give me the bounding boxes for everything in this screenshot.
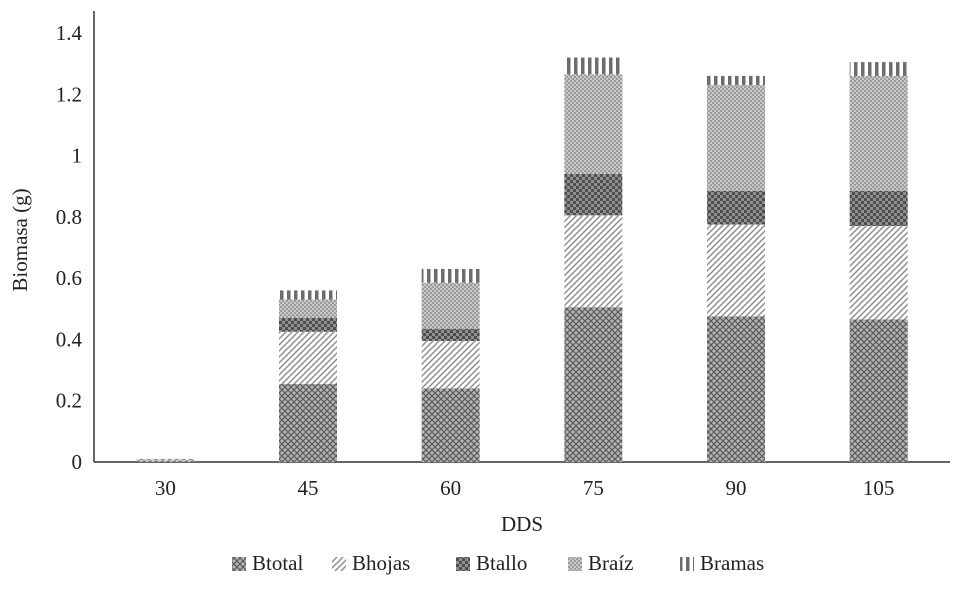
bar-stack xyxy=(136,459,194,462)
legend: Btotal Bhojas Btallo Braíz Bramas xyxy=(232,551,764,575)
x-axis-title: DDS xyxy=(501,512,543,536)
legend-swatch xyxy=(232,557,246,571)
bar-segment-btallo xyxy=(850,191,908,226)
bar-segment-btotal xyxy=(707,316,765,462)
legend-swatch xyxy=(568,557,582,571)
bar-segment-bramas xyxy=(136,459,194,460)
bar-segment-btotal xyxy=(279,384,337,462)
legend-item: Braíz xyxy=(568,551,633,575)
bar-segment-bhojas xyxy=(850,226,908,319)
bars xyxy=(136,58,907,462)
bar-segment-bramas xyxy=(279,290,337,299)
legend-label: Bramas xyxy=(700,551,764,575)
bar-segment-bramas xyxy=(564,58,622,75)
bar-stack xyxy=(850,62,908,462)
bar-segment-btallo xyxy=(707,191,765,225)
legend-item: Bramas xyxy=(680,551,764,575)
x-tick-label: 75 xyxy=(583,476,604,500)
y-tick-label: 0.2 xyxy=(56,389,82,413)
bar-segment-btallo xyxy=(279,318,337,332)
legend-label: Braíz xyxy=(588,551,633,575)
bar-segment-braiz xyxy=(279,300,337,318)
y-tick-label: 0 xyxy=(72,450,83,474)
legend-label: Bhojas xyxy=(352,551,410,575)
legend-swatch xyxy=(456,557,470,571)
bar-stack xyxy=(707,76,765,462)
y-axis: 0 0.2 0.4 0.6 0.8 1 1.2 1.4 xyxy=(56,11,94,474)
legend-label: Btotal xyxy=(252,551,303,575)
legend-item: Bhojas xyxy=(332,551,410,575)
y-tick-label: 1.4 xyxy=(56,21,83,45)
y-tick-label: 0.4 xyxy=(56,327,83,351)
x-tick-label: 105 xyxy=(863,476,895,500)
bar-segment-bhojas xyxy=(279,332,337,384)
bar-stack xyxy=(564,58,622,462)
bar-segment-btotal xyxy=(136,461,194,462)
legend-item: Btotal xyxy=(232,551,303,575)
y-tick-label: 0.8 xyxy=(56,205,82,229)
bar-segment-bramas xyxy=(422,269,480,283)
bar-segment-braiz xyxy=(707,85,765,191)
y-tick-label: 1 xyxy=(72,144,83,168)
bar-segment-braiz xyxy=(422,283,480,329)
bar-segment-bhojas xyxy=(422,341,480,388)
bar-stack xyxy=(422,269,480,462)
x-tick-label: 30 xyxy=(155,476,176,500)
bar-segment-bramas xyxy=(707,76,765,85)
bar-segment-bhojas xyxy=(564,215,622,307)
bar-segment-bhojas xyxy=(136,460,194,461)
x-tick-label: 90 xyxy=(726,476,747,500)
bar-segment-braiz xyxy=(136,460,194,461)
y-tick-label: 1.2 xyxy=(56,82,82,106)
legend-swatch xyxy=(680,557,694,571)
bar-segment-btotal xyxy=(564,307,622,462)
bar-segment-braiz xyxy=(850,76,908,191)
bar-segment-bramas xyxy=(850,62,908,76)
bar-segment-btallo xyxy=(564,174,622,215)
x-tick-label: 45 xyxy=(298,476,319,500)
y-tick-label: 0.6 xyxy=(56,266,82,290)
legend-label: Btallo xyxy=(476,551,527,575)
bar-stack xyxy=(279,290,337,462)
bar-segment-braiz xyxy=(564,74,622,174)
x-tick-label: 60 xyxy=(440,476,461,500)
x-axis: 30 45 60 75 90 105 xyxy=(94,462,950,500)
bar-segment-btotal xyxy=(850,320,908,462)
legend-item: Btallo xyxy=(456,551,527,575)
bar-segment-btotal xyxy=(422,388,480,462)
y-axis-title: Biomasa (g) xyxy=(8,188,32,291)
legend-swatch xyxy=(332,557,346,571)
bar-segment-bhojas xyxy=(707,225,765,317)
bar-segment-btallo xyxy=(422,329,480,341)
